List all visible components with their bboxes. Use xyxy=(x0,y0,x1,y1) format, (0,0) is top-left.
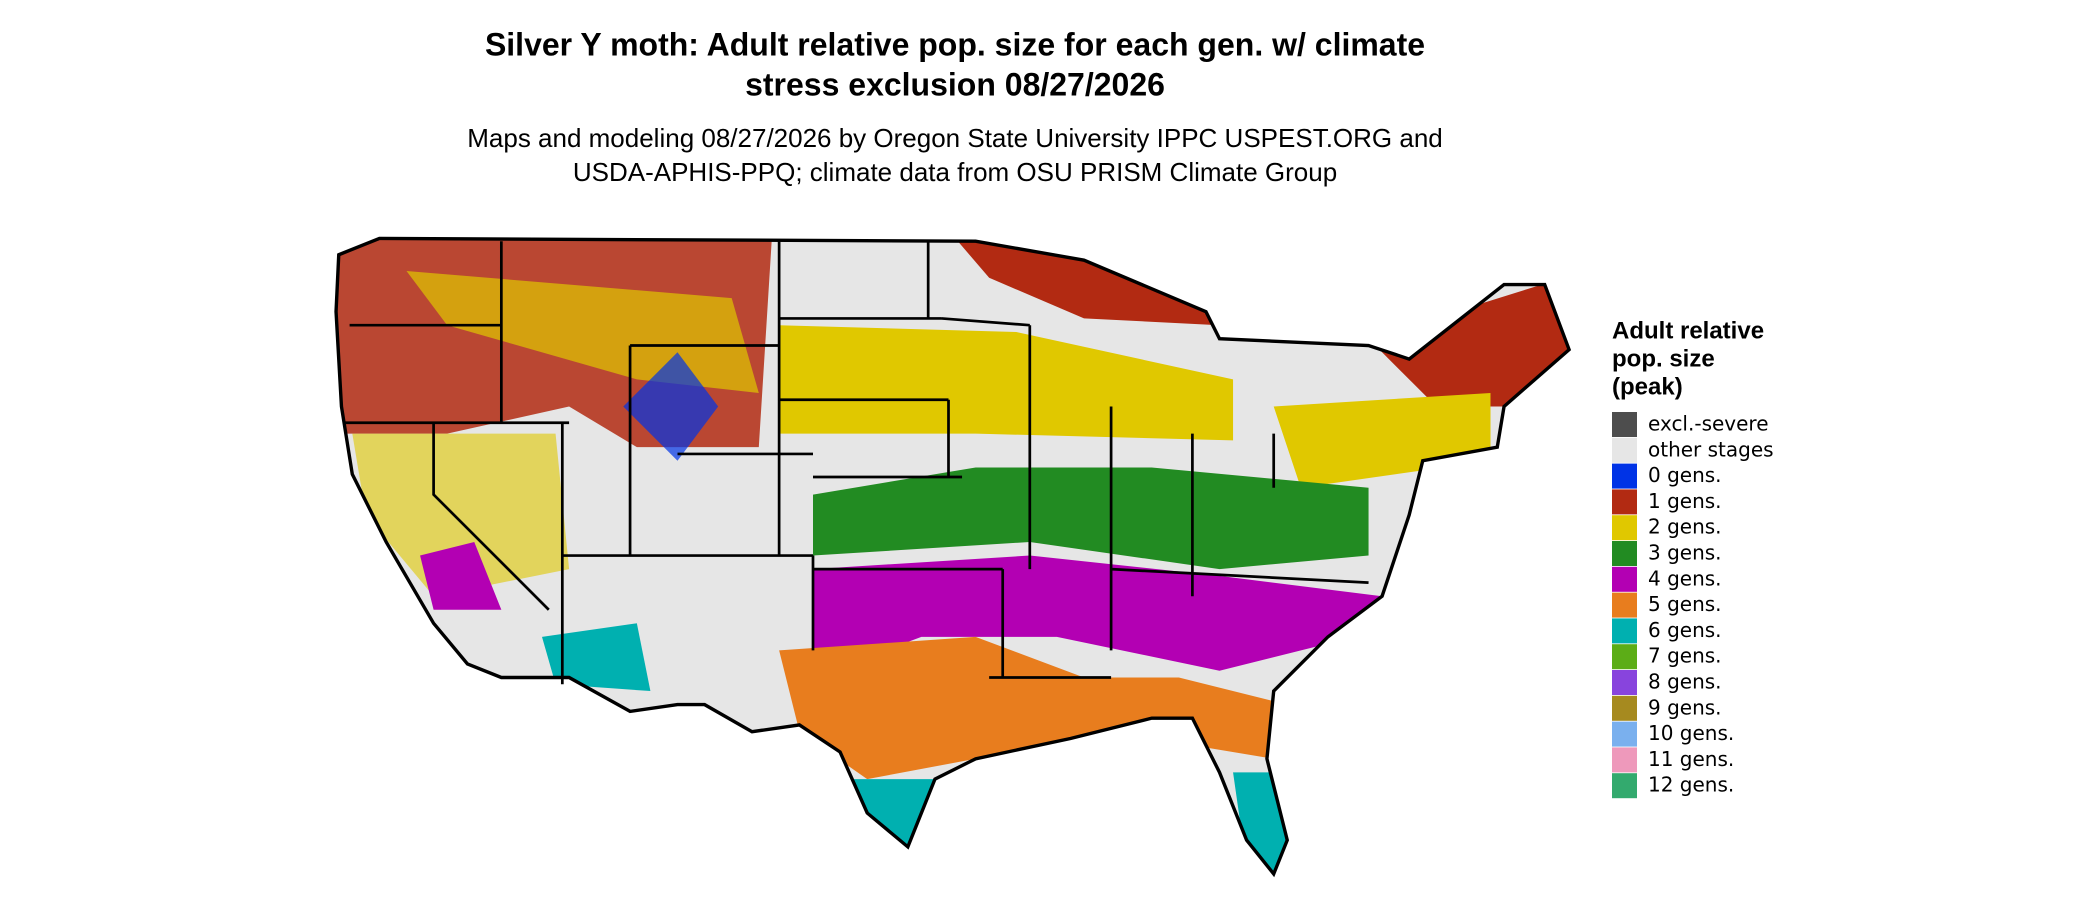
legend-title: (peak) xyxy=(1612,373,1683,400)
legend-label: 9 gens. xyxy=(1648,695,1722,719)
legend-label: 8 gens. xyxy=(1648,670,1722,694)
legend-label: 4 gens. xyxy=(1648,566,1722,590)
us-map xyxy=(334,236,1572,878)
state-borders xyxy=(334,236,1572,878)
region-0gen xyxy=(623,352,719,461)
legend-swatch xyxy=(1612,747,1637,773)
legend-swatch xyxy=(1612,566,1637,592)
legend-swatch xyxy=(1612,489,1637,515)
legend-label: excl.-severe xyxy=(1648,412,1769,436)
region-2gen-band xyxy=(779,325,1234,441)
legend-label: 2 gens. xyxy=(1648,515,1722,539)
legend-swatch xyxy=(1612,721,1637,747)
legend-label: 7 gens. xyxy=(1648,644,1722,668)
region-4gen-ca xyxy=(420,542,502,610)
subtitle: USDA-APHIS-PPQ; climate data from OSU PR… xyxy=(573,157,1337,187)
legend-swatch xyxy=(1612,541,1637,566)
legend-swatch xyxy=(1612,644,1637,670)
legend-swatch xyxy=(1612,670,1637,695)
legend-label: 10 gens. xyxy=(1648,721,1734,745)
title: stress exclusion 08/27/2026 xyxy=(745,66,1165,102)
legend-label: 6 gens. xyxy=(1648,618,1722,642)
subtitle: Maps and modeling 08/27/2026 by Oregon S… xyxy=(467,123,1443,153)
region-2gen-sw xyxy=(352,433,570,597)
legend-title: pop. size xyxy=(1612,345,1715,372)
heading: Silver Y moth: Adult relative pop. size … xyxy=(467,26,1443,186)
legend-swatch xyxy=(1612,773,1637,799)
legend-label: 0 gens. xyxy=(1648,463,1722,487)
legend-label: 1 gens. xyxy=(1648,489,1722,513)
region-2gen-ne xyxy=(1273,392,1491,488)
legend-label: other stages xyxy=(1648,437,1774,461)
legend-label: 3 gens. xyxy=(1648,541,1722,565)
legend-swatch xyxy=(1612,592,1637,618)
legend-swatch xyxy=(1612,515,1637,541)
legend-label: 11 gens. xyxy=(1648,747,1734,771)
legend-swatch xyxy=(1612,437,1637,463)
region-3gen-band xyxy=(813,467,1369,570)
region-1gen-ne xyxy=(1368,271,1570,407)
legend-swatch xyxy=(1612,695,1637,721)
legend-swatch xyxy=(1612,463,1637,489)
region-4gen-band xyxy=(813,555,1383,678)
legend-title: Adult relative xyxy=(1612,317,1764,344)
legend-swatch xyxy=(1612,412,1637,437)
region-6gen-az xyxy=(542,623,651,692)
legend-label: 12 gens. xyxy=(1648,773,1734,797)
legend-label: 5 gens. xyxy=(1648,592,1722,616)
title: Silver Y moth: Adult relative pop. size … xyxy=(485,26,1425,62)
legend-swatch xyxy=(1612,618,1637,644)
region-5gen-band xyxy=(779,636,1288,780)
